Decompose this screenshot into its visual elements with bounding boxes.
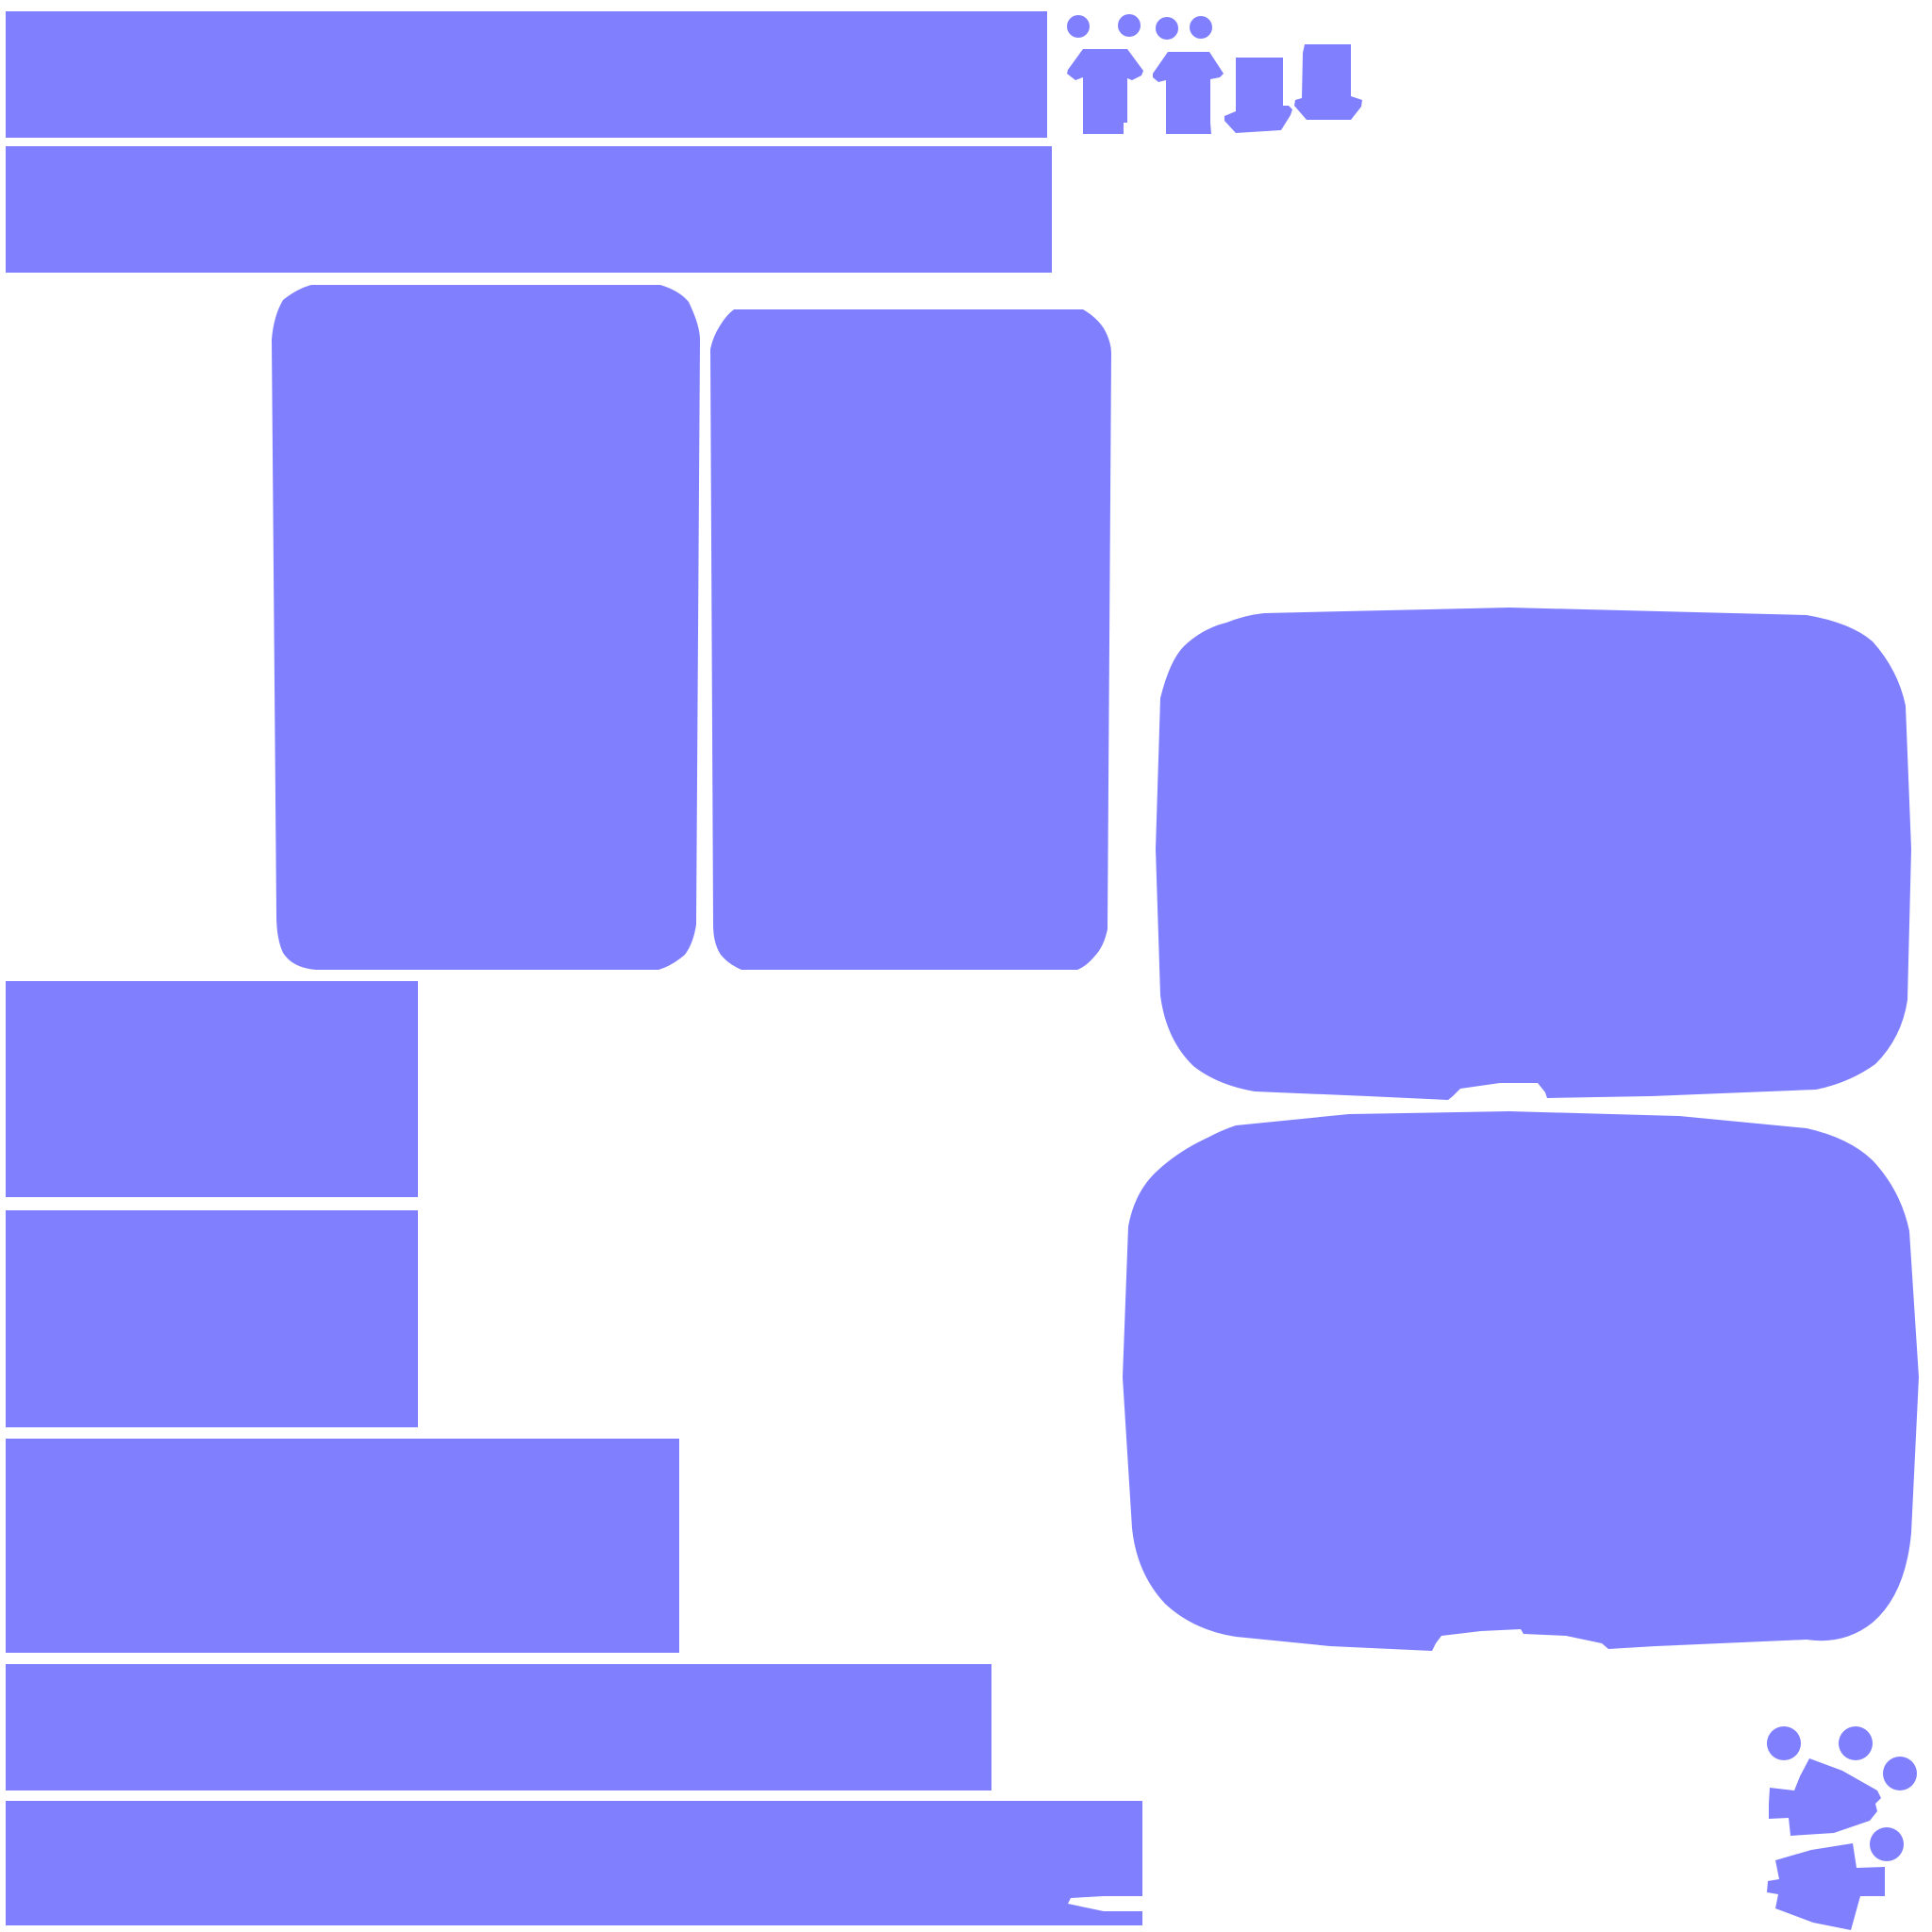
strip-bottom-2	[6, 1801, 1142, 1925]
rounded-panel-lower	[1123, 1111, 1919, 1651]
strip-top-1	[6, 11, 1047, 138]
paw-print-icon-1	[1767, 1726, 1917, 1836]
paw-print-icon-2	[1767, 1827, 1904, 1930]
tall-panel-right	[710, 309, 1111, 970]
tall-panel-left	[272, 285, 700, 970]
rounded-panel-upper	[1156, 608, 1911, 1100]
figure-icon-1	[1067, 15, 1143, 134]
figure-icon-4	[1294, 44, 1362, 120]
figure-icon-3	[1190, 16, 1292, 133]
block-left-wide	[6, 1439, 679, 1653]
strip-top-2	[6, 146, 1052, 273]
strip-bottom-1	[6, 1664, 991, 1790]
figure-icon-2	[1118, 14, 1224, 134]
block-left-2	[6, 1210, 418, 1427]
block-left-1	[6, 981, 418, 1197]
